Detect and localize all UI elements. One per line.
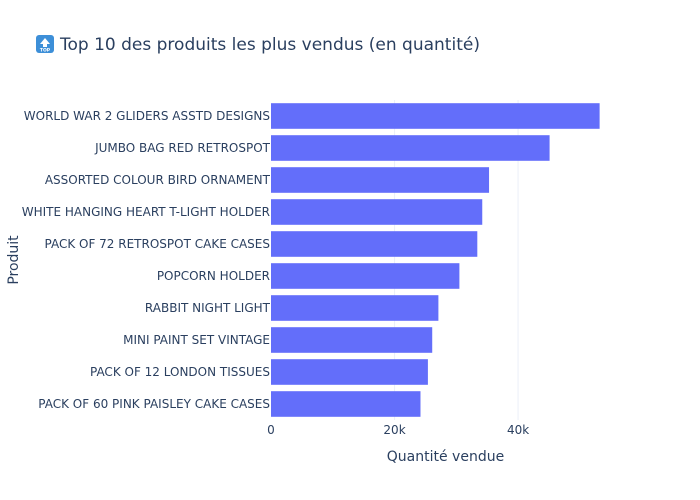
bar [271,167,490,193]
category-label: ASSORTED COLOUR BIRD ORNAMENT [45,173,271,187]
bar [271,295,439,321]
chart-title-text: Top 10 des produits les plus vendus (en … [59,35,480,55]
bar [271,391,421,417]
bar [271,359,428,385]
category-label: WHITE HANGING HEART T-LIGHT HOLDER [22,205,270,219]
bar [271,263,460,289]
x-axis-title: Quantité vendue [387,449,504,465]
bar [271,327,433,353]
category-label: POPCORN HOLDER [157,269,270,283]
category-labels: WORLD WAR 2 GLIDERS ASSTD DESIGNS JUMBO B… [22,109,271,411]
x-tick-labels: 0 20k 40k [267,423,529,437]
category-label: MINI PAINT SET VINTAGE [123,333,270,347]
x-tick-label: 20k [383,423,405,437]
category-label: PACK OF 72 RETROSPOT CAKE CASES [44,237,270,251]
chart-title: TOP Top 10 des produits les plus vendus … [36,35,480,55]
bar [271,103,600,129]
category-label: PACK OF 60 PINK PAISLEY CAKE CASES [38,397,270,411]
category-label: JUMBO BAG RED RETROSPOT [94,141,271,155]
bar [271,231,478,257]
x-tick-label: 0 [267,423,275,437]
y-axis-title: Produit [6,235,22,285]
category-label: PACK OF 12 LONDON TISSUES [90,365,270,379]
bar [271,199,483,225]
category-label: WORLD WAR 2 GLIDERS ASSTD DESIGNS [24,109,270,123]
top-arrow-emoji-icon: TOP [36,35,54,54]
category-label: RABBIT NIGHT LIGHT [145,301,271,315]
bars [271,103,600,417]
bar [271,135,550,161]
x-tick-label: 40k [507,423,529,437]
svg-text:TOP: TOP [40,48,51,54]
